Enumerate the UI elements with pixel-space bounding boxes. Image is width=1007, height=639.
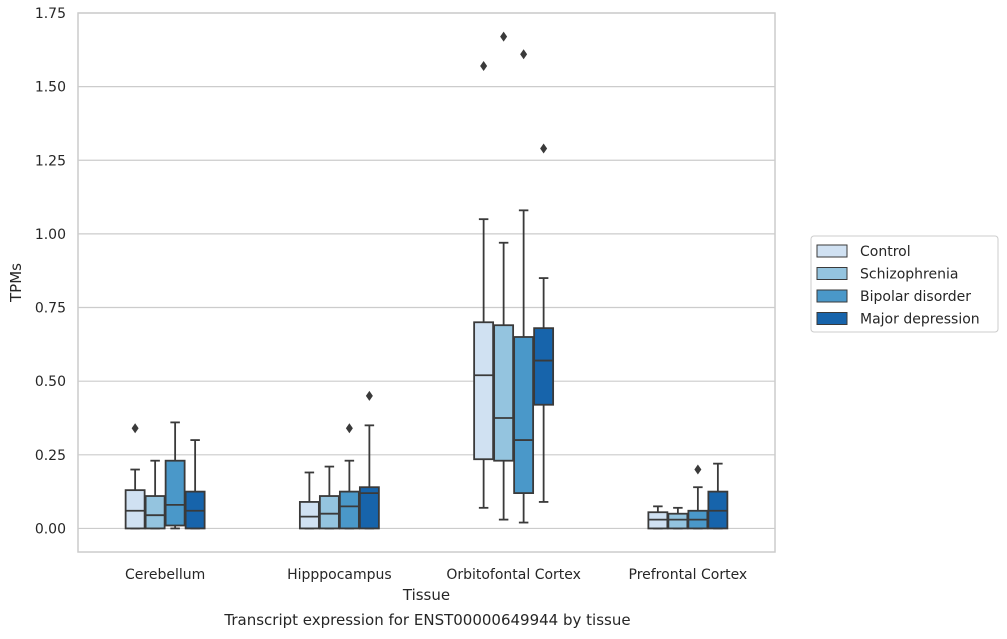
x-tick-label: Hipppocampus xyxy=(287,567,392,583)
legend: Control Schizophrenia Bipolar disorder Majo… xyxy=(810,235,999,333)
outlier-point xyxy=(345,423,353,434)
y-tick-label: 0.50 xyxy=(35,374,66,390)
legend-entry-label: Bipolar disorder xyxy=(860,289,971,305)
y-tick-label: 0.25 xyxy=(35,448,66,464)
outlier-point xyxy=(694,464,702,475)
iqr-box xyxy=(473,321,495,461)
x-tick-label: Cerebellum xyxy=(125,567,205,583)
iqr-box xyxy=(318,495,340,530)
y-tick-label: 1.75 xyxy=(35,6,66,22)
outlier-point xyxy=(500,31,508,42)
plot-area-frame xyxy=(77,12,776,553)
box-schizophrenia xyxy=(318,465,340,530)
legend-frame xyxy=(810,235,999,333)
box-control xyxy=(473,61,495,509)
legend-swatch xyxy=(816,244,848,258)
box-bipolar-disorder xyxy=(338,423,360,530)
y-tick-label: 1.00 xyxy=(35,227,66,243)
box-major-depression xyxy=(533,143,555,503)
box-bipolar-disorder xyxy=(687,464,709,530)
x-axis-ticks: Cerebellum Hipppocampus Orbitofontal Corte… xyxy=(125,567,747,583)
box-schizophrenia xyxy=(144,459,166,530)
x-tick-label: Orbitofontal Cortex xyxy=(446,567,581,583)
box-control xyxy=(298,471,320,530)
iqr-box xyxy=(493,324,515,462)
legend-swatch xyxy=(816,289,848,303)
y-tick-label: 0.75 xyxy=(35,301,66,317)
box-bipolar-disorder xyxy=(513,49,535,524)
iqr-box xyxy=(667,512,689,530)
box-series xyxy=(124,31,729,530)
outlier-point xyxy=(540,143,548,154)
y-tick-label: 1.50 xyxy=(35,80,66,96)
box-major-depression xyxy=(358,390,380,530)
box-control xyxy=(647,505,669,530)
iqr-box xyxy=(124,489,146,530)
gridlines xyxy=(78,12,775,530)
outlier-point xyxy=(131,423,139,434)
iqr-box xyxy=(513,336,535,494)
outlier-point xyxy=(520,49,528,60)
x-tick-label: Prefrontal Cortex xyxy=(629,567,748,583)
outlier-point xyxy=(365,390,373,401)
iqr-box xyxy=(338,490,360,530)
legend-entry-label: Major depression xyxy=(860,312,980,328)
box-major-depression xyxy=(184,439,206,530)
chart-caption: Transcript expression for ENST0000064994… xyxy=(224,611,631,629)
box-major-depression xyxy=(707,462,729,530)
y-tick-label: 1.25 xyxy=(35,153,66,169)
box-bipolar-disorder xyxy=(164,421,186,530)
y-axis-label: TPMs xyxy=(7,263,25,303)
outlier-point xyxy=(480,61,488,72)
x-axis-label: Tissue xyxy=(402,586,450,604)
legend-swatch xyxy=(816,267,848,280)
y-axis-ticks: 0.00 0.25 0.50 0.75 1.00 1.25 1.50 1.75 xyxy=(35,6,66,537)
legend-entry-label: Control xyxy=(860,244,911,260)
iqr-box xyxy=(298,501,320,530)
iqr-box xyxy=(358,486,380,530)
legend-entry-label: Schizophrenia xyxy=(860,267,958,283)
iqr-box xyxy=(533,327,555,406)
box-control xyxy=(124,423,146,530)
iqr-box xyxy=(144,495,166,530)
box-schizophrenia xyxy=(667,506,689,530)
legend-swatch xyxy=(816,312,848,325)
y-tick-label: 0.00 xyxy=(35,521,66,537)
iqr-box xyxy=(164,459,186,527)
box-schizophrenia xyxy=(493,31,515,521)
